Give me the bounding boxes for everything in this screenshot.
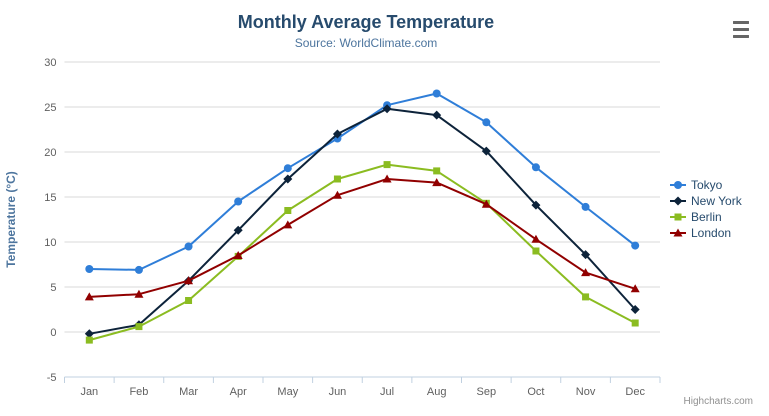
data-point-new-york[interactable] — [481, 146, 491, 156]
data-point-london[interactable] — [581, 268, 591, 277]
data-point-london[interactable] — [184, 276, 194, 285]
y-axis-label: 25 — [44, 102, 56, 114]
legend-item-berlin[interactable]: Berlin — [670, 209, 742, 225]
data-point-berlin[interactable] — [433, 167, 441, 175]
hamburger-icon — [733, 28, 749, 31]
x-axis-label: Aug — [427, 386, 447, 398]
series-line-new-york — [88, 107, 637, 335]
legend-symbol-square-icon — [670, 213, 686, 221]
legend-symbol-diamond-icon — [670, 196, 686, 206]
legend-label: New York — [691, 194, 742, 208]
legend-label: Tokyo — [691, 178, 723, 192]
data-point-new-york[interactable] — [630, 305, 640, 314]
legend-symbol-triangle-icon — [670, 228, 686, 237]
legend-marker-berlin — [674, 213, 682, 221]
export-menu-button[interactable] — [733, 21, 749, 39]
legend-marker-new-york — [673, 196, 683, 206]
data-point-tokyo[interactable] — [85, 265, 94, 273]
x-axis-label: Nov — [576, 386, 596, 398]
data-point-tokyo[interactable] — [234, 197, 243, 206]
x-axis-label: Apr — [230, 386, 247, 398]
legend-item-new-york[interactable]: New York — [670, 193, 742, 209]
data-point-tokyo[interactable] — [283, 164, 292, 173]
x-axis-label: May — [277, 386, 298, 398]
y-axis-label: 15 — [44, 192, 56, 204]
x-axis-label: Jan — [80, 386, 98, 398]
data-point-new-york[interactable] — [432, 110, 442, 120]
data-point-berlin[interactable] — [631, 319, 639, 327]
series-new-york — [84, 104, 640, 339]
data-point-london[interactable] — [531, 234, 541, 243]
data-point-london[interactable] — [134, 289, 144, 298]
data-point-tokyo[interactable] — [631, 241, 640, 250]
y-axis-label: 5 — [50, 282, 56, 294]
x-axis-label: Jun — [329, 386, 347, 398]
data-point-london[interactable] — [84, 292, 94, 301]
x-axis-label: Oct — [527, 386, 544, 398]
legend: Tokyo New York Berlin London — [670, 177, 742, 241]
legend-marker-london — [673, 228, 683, 237]
series-tokyo — [85, 89, 640, 274]
data-point-tokyo[interactable] — [482, 118, 491, 127]
data-point-new-york[interactable] — [531, 200, 541, 210]
data-point-new-york[interactable] — [233, 225, 243, 235]
legend-label: London — [691, 226, 732, 240]
chart-title: Monthly Average Temperature — [237, 12, 495, 32]
x-axis-label: Dec — [625, 386, 645, 398]
credits-link[interactable]: Highcharts.com — [683, 396, 753, 407]
legend-marker-tokyo — [674, 181, 682, 189]
series-line-berlin — [88, 163, 637, 342]
series-london — [84, 174, 640, 301]
data-point-tokyo[interactable] — [432, 89, 441, 98]
x-axis-label: Jul — [380, 386, 394, 398]
data-point-berlin[interactable] — [582, 293, 590, 301]
data-point-london[interactable] — [283, 220, 293, 229]
data-point-new-york[interactable] — [581, 250, 591, 260]
data-point-berlin[interactable] — [85, 336, 93, 344]
data-point-berlin[interactable] — [284, 207, 292, 214]
data-point-new-york[interactable] — [332, 129, 342, 139]
legend-item-tokyo[interactable]: Tokyo — [670, 177, 742, 193]
x-axis-label: Feb — [129, 386, 148, 398]
data-point-tokyo[interactable] — [134, 265, 143, 274]
data-point-london[interactable] — [332, 190, 342, 199]
y-axis-label: 0 — [50, 327, 56, 339]
series-line-london — [88, 178, 637, 298]
data-point-london[interactable] — [481, 199, 491, 208]
data-point-berlin[interactable] — [333, 175, 341, 183]
data-point-tokyo[interactable] — [184, 242, 193, 251]
data-point-new-york[interactable] — [283, 174, 293, 184]
data-point-london[interactable] — [630, 284, 640, 293]
data-point-new-york[interactable] — [84, 329, 94, 339]
y-axis-label: -5 — [47, 372, 57, 384]
chart-subtitle: Source: WorldClimate.com — [294, 36, 438, 50]
x-axis-label: Sep — [477, 386, 497, 398]
y-axis-title: Temperature (°C) — [4, 171, 18, 268]
y-axis-label: 20 — [44, 147, 56, 159]
data-point-new-york[interactable] — [382, 104, 392, 114]
data-point-berlin[interactable] — [532, 247, 540, 255]
data-point-london[interactable] — [233, 251, 243, 259]
legend-item-london[interactable]: London — [670, 225, 742, 241]
series-line-tokyo — [88, 92, 637, 271]
x-axis-label: Mar — [179, 386, 198, 398]
hamburger-icon — [733, 35, 749, 38]
data-point-london[interactable] — [432, 178, 442, 187]
data-point-tokyo[interactable] — [531, 163, 540, 172]
data-point-tokyo[interactable] — [581, 202, 590, 211]
data-point-london[interactable] — [382, 174, 392, 183]
hamburger-icon — [733, 21, 749, 24]
y-axis-label: 30 — [44, 57, 56, 69]
data-point-berlin[interactable] — [135, 323, 143, 331]
data-point-berlin[interactable] — [185, 297, 193, 304]
y-axis-label: 10 — [44, 237, 56, 249]
legend-symbol-circle-icon — [670, 181, 686, 189]
legend-label: Berlin — [691, 210, 722, 224]
data-point-berlin[interactable] — [383, 161, 391, 169]
